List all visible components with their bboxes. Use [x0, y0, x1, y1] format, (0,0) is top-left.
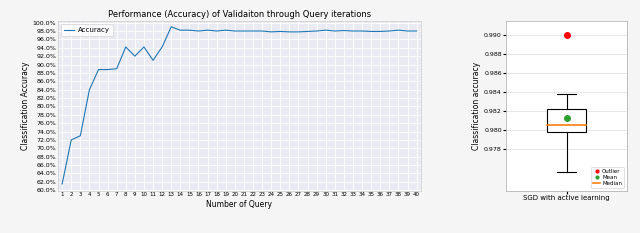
Accuracy [104, 68, 111, 71]
Line: Accuracy: Accuracy [62, 27, 417, 184]
Accuracy [177, 29, 184, 32]
Accuracy [385, 30, 393, 32]
Accuracy [140, 45, 148, 48]
Title: Performance (Accuracy) of Validaiton through Query iterations: Performance (Accuracy) of Validaiton thr… [108, 10, 371, 19]
Accuracy [195, 30, 202, 32]
Accuracy [58, 182, 66, 185]
Accuracy [249, 30, 257, 32]
Bar [547, 109, 586, 132]
Accuracy [340, 29, 348, 32]
Accuracy [240, 30, 248, 32]
Accuracy [222, 29, 230, 32]
Accuracy [213, 30, 221, 32]
Accuracy [285, 31, 293, 33]
Accuracy [95, 68, 102, 71]
Accuracy [376, 30, 384, 33]
Accuracy [259, 30, 266, 32]
Accuracy [404, 30, 412, 32]
Accuracy [158, 45, 166, 48]
Accuracy [122, 45, 130, 48]
Accuracy [313, 30, 321, 32]
Accuracy [231, 30, 239, 32]
Accuracy [268, 31, 275, 33]
Accuracy [131, 55, 139, 58]
Y-axis label: Classification accuracy: Classification accuracy [472, 62, 481, 150]
Accuracy [204, 29, 211, 32]
Accuracy [395, 29, 403, 32]
Accuracy [304, 30, 312, 33]
Accuracy [67, 139, 75, 141]
Accuracy [367, 30, 375, 33]
Accuracy [331, 30, 339, 32]
Accuracy [149, 59, 157, 62]
Legend: Outlier, Mean, Median: Outlier, Mean, Median [591, 167, 625, 188]
Accuracy [86, 88, 93, 91]
Accuracy [322, 29, 330, 32]
Accuracy [168, 25, 175, 28]
Accuracy [413, 30, 420, 32]
Accuracy [349, 30, 357, 32]
Accuracy [113, 67, 120, 70]
Accuracy [294, 31, 302, 33]
X-axis label: Number of Query: Number of Query [206, 200, 273, 209]
Accuracy [77, 134, 84, 137]
Y-axis label: Classification Accuracy: Classification Accuracy [21, 62, 30, 150]
Accuracy [358, 30, 366, 32]
Accuracy [276, 30, 284, 33]
Accuracy [186, 29, 193, 32]
Legend: Accuracy: Accuracy [61, 24, 113, 36]
